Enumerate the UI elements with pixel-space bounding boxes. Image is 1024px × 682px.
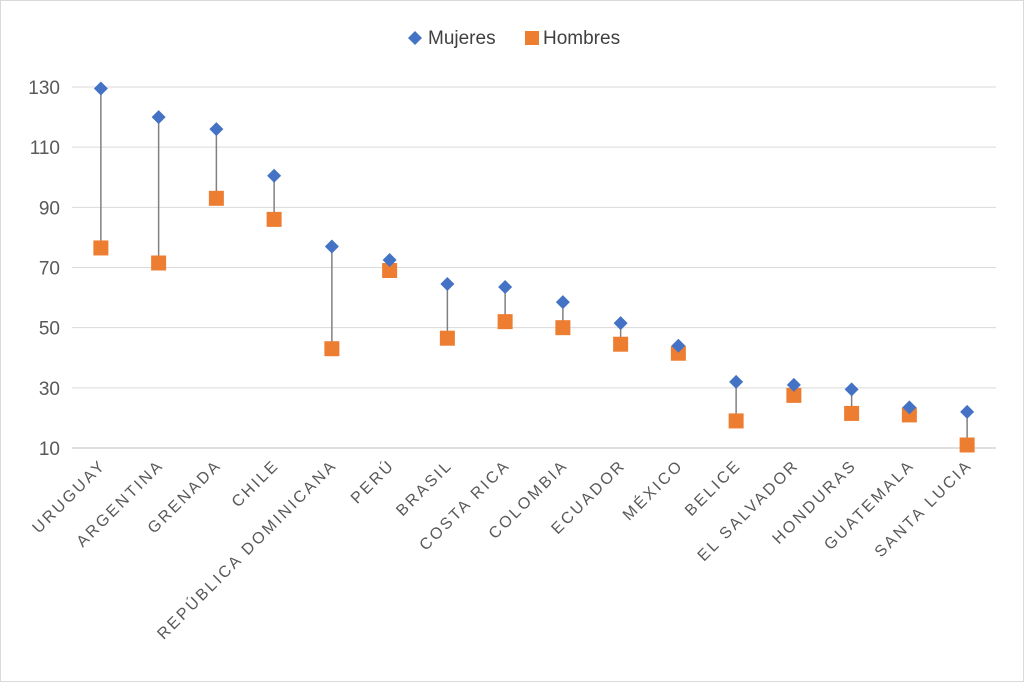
y-tick-label: 70 [39,259,60,280]
hombres-point [613,336,629,352]
mujeres-point [729,374,744,389]
hombres-point [151,255,167,271]
hombres-point [382,263,398,279]
hombres-point [844,405,860,421]
x-tick-label: PERÚ [347,455,399,507]
mujeres-point [902,400,917,415]
mujeres-point [844,382,859,397]
mujeres-point [93,81,108,96]
hombres-point [93,240,109,256]
mujeres-point [267,168,282,183]
mujeres-point [786,377,801,392]
hombres-point [266,211,282,227]
legend-mujeres-label: Mujeres [428,28,496,49]
legend-hombres-label: Hombres [543,28,620,49]
mujeres-point [671,338,686,353]
hombres-series [93,190,975,453]
x-tick-label: SANTA LUCIA [872,457,976,561]
x-tick-label: BRASIL [393,457,456,520]
mujeres-point [555,295,570,310]
mujeres-point [498,280,513,295]
x-tick-label: EL SALVADOR [695,457,803,565]
legend: Mujeres Hombres [408,28,620,49]
mujeres-point [324,239,339,254]
mujeres-point [151,110,166,125]
hombres-point [959,437,975,453]
hombres-point [670,345,686,361]
x-tick-label: MÉXICO [619,455,688,524]
mujeres-point [613,316,628,331]
gridlines [72,86,996,449]
mujeres-point [440,277,455,292]
y-tick-label: 10 [39,439,60,460]
hombres-point [786,387,802,403]
legend-hombres-square-icon [525,31,539,45]
connector-lines [100,88,968,445]
y-tick-label: 30 [39,379,60,400]
x-tick-label: CHILE [229,457,283,511]
mujeres-series [93,81,975,419]
y-tick-label: 130 [28,78,60,99]
legend-mujeres-diamond-icon [408,31,422,45]
y-axis: 10 30 50 70 90 110 130 [28,78,60,460]
hombres-point [728,413,744,429]
x-tick-label: BELICE [682,457,745,520]
hombres-point [439,330,455,346]
y-tick-label: 110 [30,138,60,159]
hombres-point [324,341,340,357]
mujeres-point [209,122,224,137]
y-tick-label: 50 [39,319,60,340]
mujeres-point [960,404,975,419]
y-tick-label: 90 [39,198,60,219]
hombres-point [208,190,224,206]
hombres-point [497,314,513,330]
hombres-point [901,407,917,423]
hombres-point [555,320,571,336]
